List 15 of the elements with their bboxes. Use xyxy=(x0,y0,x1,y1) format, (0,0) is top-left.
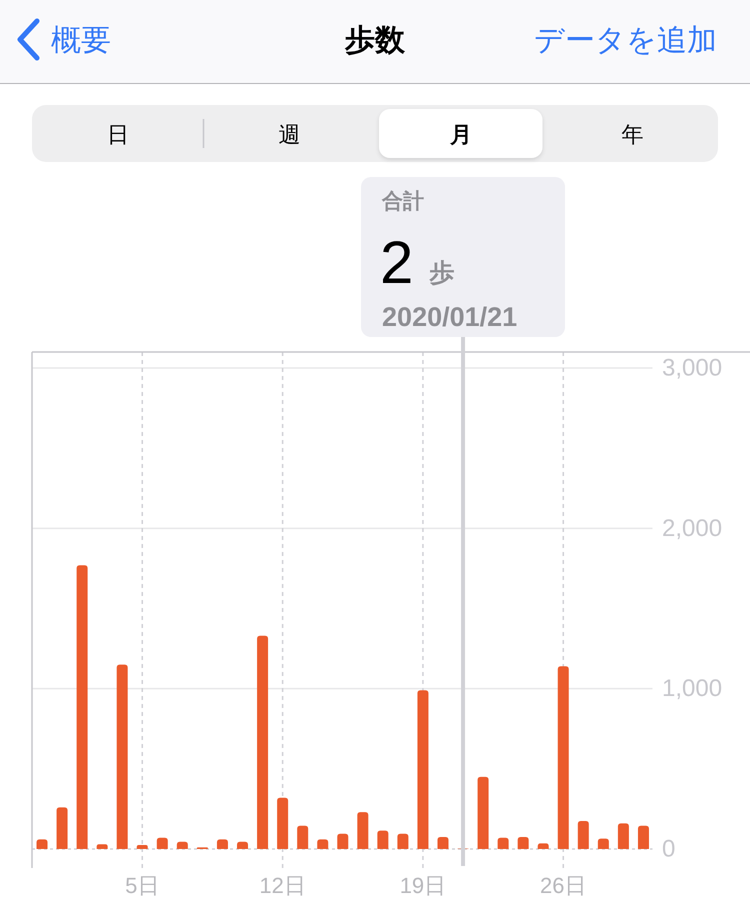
x-tick-label: 5日 xyxy=(125,873,160,898)
y-tick-label: 2,000 xyxy=(662,514,722,542)
title: 歩数 xyxy=(345,24,405,57)
y-tick-label: 3,000 xyxy=(662,354,722,382)
y-tick-label: 1,000 xyxy=(662,675,722,702)
tooltip-unit: 歩 xyxy=(429,259,454,287)
x-tick-label: 19日 xyxy=(400,873,446,898)
tooltip-date: 2020/01/21 xyxy=(382,302,518,332)
x-tick-label: 26日 xyxy=(540,873,587,898)
x-tick-label: 12日 xyxy=(259,873,306,898)
tooltip-header: 合計 xyxy=(382,190,424,213)
back-label: 概要 xyxy=(51,24,111,57)
tooltip-value: 2 xyxy=(380,229,414,296)
y-tick-label: 0 xyxy=(662,836,676,862)
add-data-label: データを追加 xyxy=(534,24,717,57)
